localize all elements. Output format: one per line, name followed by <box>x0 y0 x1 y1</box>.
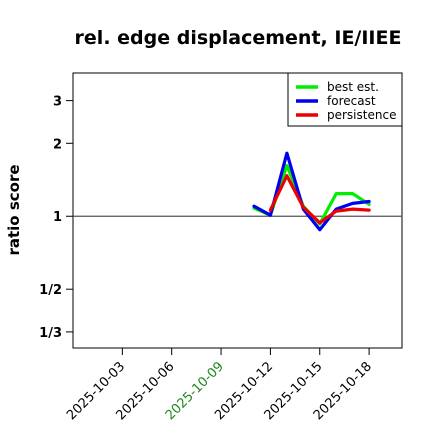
y-axis-label: ratio score <box>5 164 23 255</box>
series-line-forecast <box>252 151 371 232</box>
chart-title: rel. edge displacement, IE/IIEE <box>75 27 402 49</box>
y-tick-label: 1 <box>53 210 62 225</box>
y-tick-label: 1/3 <box>39 326 62 341</box>
legend-label: forecast <box>327 94 376 108</box>
plot-frame <box>72 72 403 349</box>
y-tick-label: 1/2 <box>39 283 62 298</box>
y-tick-label: 2 <box>53 137 62 152</box>
y-axis: 1/3 1/2 1 2 3 <box>39 95 73 341</box>
legend-label: persistence <box>327 108 396 122</box>
series-line-persistence <box>268 174 371 225</box>
series-group <box>252 151 371 232</box>
legend-label: best est. <box>327 80 379 94</box>
x-axis: 2025-10-032025-10-062025-10-092025-10-12… <box>64 348 375 423</box>
y-tick-label: 3 <box>53 95 62 110</box>
